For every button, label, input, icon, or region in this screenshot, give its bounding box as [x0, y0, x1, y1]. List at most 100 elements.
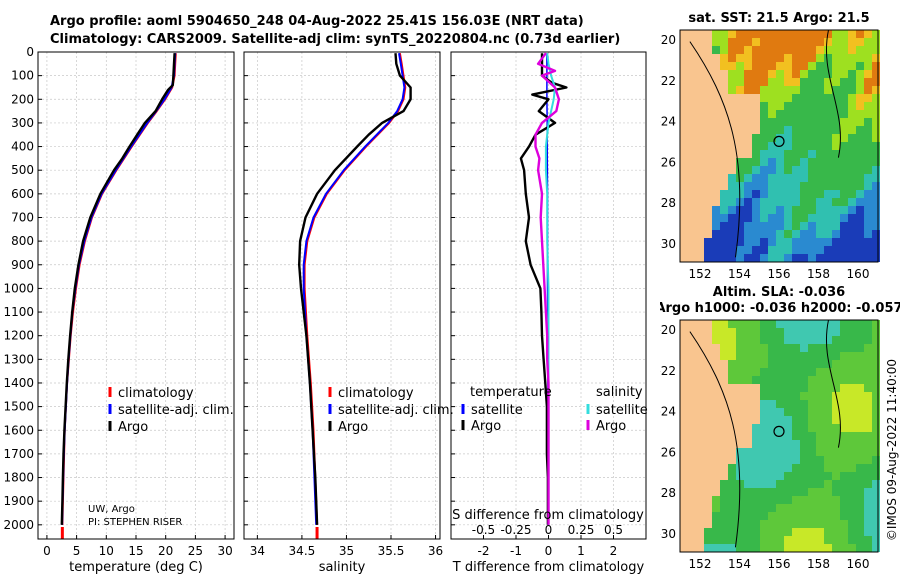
lat-tick-label: -20 — [660, 33, 676, 47]
s-tick-label: 0.25 — [568, 523, 595, 537]
s-tick-label: 0 — [545, 523, 553, 537]
lon-tick-label: 154 — [728, 267, 751, 281]
lat-tick-label: -22 — [660, 364, 676, 378]
y-tick-label: 500 — [11, 163, 34, 177]
s-tick-label: -0.25 — [500, 523, 531, 537]
lat-tick-label: -20 — [660, 323, 676, 337]
legend-label: climatology — [338, 386, 414, 401]
y-tick-label: 600 — [11, 187, 34, 201]
series-line-argo — [298, 53, 412, 525]
lon-tick-label: 156 — [768, 267, 791, 281]
x-tick-label: 10 — [99, 544, 114, 558]
x-tick-label: 5 — [73, 544, 81, 558]
legend-label: Argo — [471, 419, 501, 434]
map-title: Argo h1000: -0.036 h2000: -0.057 — [660, 301, 900, 316]
lon-tick-label: 158 — [807, 557, 830, 571]
lat-tick-label: -30 — [660, 527, 676, 541]
figure-title-line1: Argo profile: aoml 5904650_248 04-Aug-20… — [50, 14, 584, 29]
x-axis-label: salinity — [319, 560, 366, 575]
lat-tick-label: -26 — [660, 445, 676, 459]
x-tick-label: 0 — [545, 544, 553, 558]
map-frame — [679, 319, 879, 553]
panel-salinity: 34 34.5 35 35.5 36 salinity climatology satelli… — [243, 51, 454, 575]
x-axis-label: temperature (deg C) — [69, 560, 203, 575]
lon-tick-label: 152 — [689, 557, 712, 571]
y-tick-label: 1300 — [3, 352, 34, 366]
coastline — [689, 331, 741, 548]
y-tick-label: 300 — [11, 116, 34, 130]
lat-tick-label: -24 — [660, 405, 676, 419]
legend-label: satellite-adj. clim. — [118, 403, 234, 418]
x-tick-label: 1 — [577, 544, 585, 558]
float-location-marker — [773, 135, 785, 147]
lat-tick-label: -30 — [660, 237, 676, 251]
s-axis-label: S difference from climatology — [452, 508, 644, 523]
legend-title-temperature: temperature — [470, 385, 552, 400]
legend-label: satellite-adj. clim. — [338, 403, 454, 418]
pi-annotation: PI: STEPHEN RISER — [88, 517, 182, 528]
y-tick-label: 2000 — [3, 518, 34, 532]
x-tick-label: -1 — [510, 544, 522, 558]
lon-tick-label: 160 — [847, 267, 870, 281]
float-location-marker — [773, 425, 785, 437]
map-sst: sat. SST: 21.5 Argo: 21.5 -20 -22 -24 -26 -28… — [660, 11, 880, 281]
y-tick-label: 100 — [11, 69, 34, 83]
y-tick-label: 1000 — [3, 281, 34, 295]
s-tick-label: 0.5 — [604, 523, 623, 537]
y-tick-label: 0 — [26, 45, 34, 59]
y-tick-label: 1800 — [3, 471, 34, 485]
x-tick-label: 25 — [188, 544, 203, 558]
y-tick-label: 1100 — [3, 305, 34, 319]
legend-label: Argo — [596, 419, 626, 434]
x-tick-label: 36 — [428, 544, 443, 558]
legend-label: satellite — [596, 403, 648, 418]
s-tick-label: -0.5 — [472, 523, 495, 537]
y-tick-label: 700 — [11, 210, 34, 224]
y-tick-label: 1400 — [3, 376, 34, 390]
lon-tick-label: 160 — [847, 557, 870, 571]
x-tick-label: 30 — [217, 544, 232, 558]
reef-outline — [825, 319, 841, 448]
lat-tick-label: -28 — [660, 196, 676, 210]
x-tick-label: 34 — [250, 544, 265, 558]
lon-tick-label: 158 — [807, 267, 830, 281]
panel-temperature: 0 5 10 15 20 25 30 temperature (deg C) 0 100 200 30… — [3, 45, 235, 575]
map-title: sat. SST: 21.5 Argo: 21.5 — [688, 11, 869, 26]
lat-tick-label: -22 — [660, 74, 676, 88]
lat-tick-label: -26 — [660, 155, 676, 169]
x-tick-label: 34.5 — [289, 544, 316, 558]
map-frame — [679, 29, 879, 263]
legend-label: Argo — [118, 420, 148, 435]
lon-tick-label: 156 — [768, 557, 791, 571]
y-tick-label: 400 — [11, 140, 34, 154]
copyright-stamp: ©IMOS 09-Aug-2022 11:40:00 — [885, 359, 899, 541]
figure-title-line2: Climatology: CARS2009. Satellite-adj cli… — [50, 32, 621, 47]
lon-tick-label: 154 — [728, 557, 751, 571]
map-title: Altim. SLA: -0.036 — [713, 285, 845, 300]
y-tick-label: 1200 — [3, 329, 34, 343]
x-tick-label: 0 — [43, 544, 51, 558]
series-line-argo — [60, 53, 176, 525]
x-axis-label: T difference from climatology — [452, 560, 645, 575]
panel-frame — [37, 51, 235, 540]
series-line-climatology — [303, 53, 407, 525]
y-tick-label: 1500 — [3, 400, 34, 414]
x-tick-label: -2 — [478, 544, 490, 558]
y-tick-label: 800 — [11, 234, 34, 248]
panel-frame — [243, 51, 441, 540]
x-tick-label: 35 — [339, 544, 354, 558]
legend-label: climatology — [118, 386, 194, 401]
legend-label: satellite — [471, 403, 523, 418]
x-tick-label: 15 — [128, 544, 143, 558]
y-tick-label: 1900 — [3, 494, 34, 508]
x-tick-label: 20 — [158, 544, 173, 558]
coastline — [689, 41, 741, 258]
map-panels: sat. SST: 21.5 Argo: 21.5 -20 -22 -24 -26 -28… — [660, 11, 900, 571]
lat-tick-label: -28 — [660, 486, 676, 500]
series-line-temperature-argo — [519, 53, 568, 525]
x-tick-label: 2 — [610, 544, 618, 558]
x-tick-label: 35.5 — [378, 544, 405, 558]
series-line-salinity-argo — [534, 52, 561, 525]
